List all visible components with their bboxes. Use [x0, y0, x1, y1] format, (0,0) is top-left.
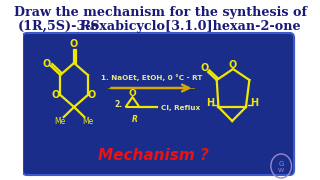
- FancyBboxPatch shape: [22, 33, 294, 175]
- Text: O: O: [88, 90, 96, 100]
- FancyArrowPatch shape: [111, 85, 189, 91]
- Text: Draw the mechanism for the synthesis of: Draw the mechanism for the synthesis of: [13, 6, 307, 19]
- Text: Mechanism ?: Mechanism ?: [98, 147, 209, 163]
- Text: O: O: [129, 89, 136, 98]
- Text: R: R: [132, 114, 138, 123]
- Text: 1. NaOEt, EtOH, 0 °C - RT: 1. NaOEt, EtOH, 0 °C - RT: [101, 75, 202, 82]
- Text: Me: Me: [55, 116, 66, 125]
- Text: W: W: [278, 168, 284, 172]
- Text: S: S: [89, 19, 99, 33]
- Text: O: O: [52, 90, 60, 100]
- Text: Me: Me: [82, 116, 93, 125]
- Text: O: O: [70, 39, 78, 49]
- Text: O: O: [229, 60, 237, 70]
- Text: G: G: [278, 161, 284, 167]
- Text: Cl, Reflux: Cl, Reflux: [161, 105, 200, 111]
- Text: (1R,5S)-3-oxabicyclo[3.1.0]hexan-2-one: (1R,5S)-3-oxabicyclo[3.1.0]hexan-2-one: [18, 19, 302, 33]
- Text: H: H: [251, 98, 259, 108]
- Text: O: O: [43, 59, 51, 69]
- Text: H: H: [206, 98, 214, 108]
- Text: O: O: [201, 63, 209, 73]
- Text: R: R: [80, 19, 90, 33]
- Text: 2.: 2.: [114, 100, 122, 109]
